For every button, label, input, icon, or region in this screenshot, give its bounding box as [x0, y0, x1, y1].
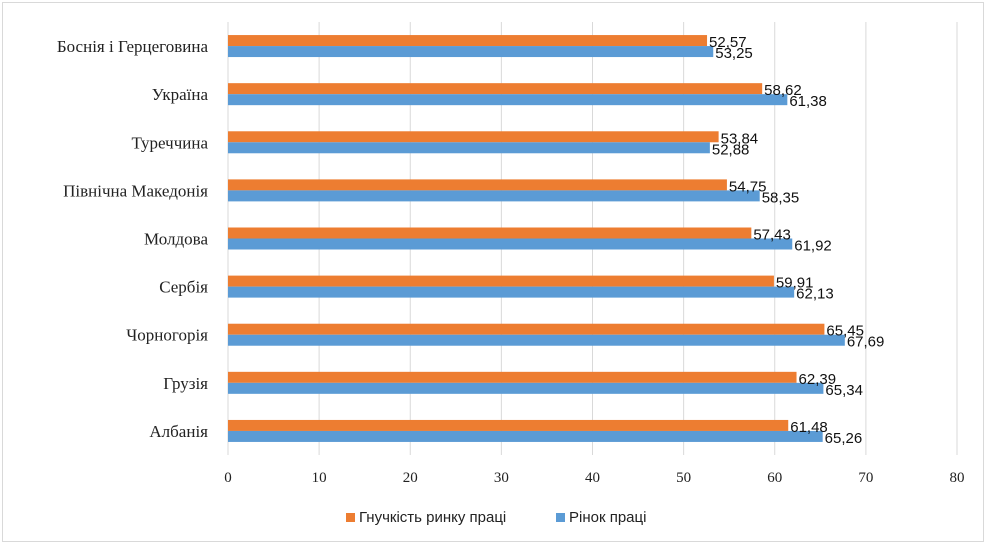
- data-label: 65,34: [825, 382, 863, 399]
- bar-labour-market: [228, 238, 793, 250]
- bar-labour-market: [228, 190, 760, 202]
- data-label: 58,35: [762, 189, 800, 206]
- category-label: Чорногорія: [126, 326, 208, 345]
- data-label: 53,25: [715, 45, 753, 62]
- bar-flexibility: [228, 419, 789, 431]
- legend-swatch-flexibility: [346, 513, 355, 522]
- bar-labour-market: [228, 94, 788, 106]
- legend: Гнучкість ринку праці Рінок праці: [346, 509, 646, 526]
- data-label: 65,45: [826, 323, 864, 340]
- x-tick-label: 30: [494, 470, 509, 486]
- bars: [228, 35, 845, 442]
- bar-flexibility: [228, 275, 774, 287]
- legend-swatch-labour-market: [556, 513, 565, 522]
- bar-labour-market: [228, 142, 710, 154]
- category-label: Туреччина: [132, 133, 209, 152]
- bar-labour-market: [228, 430, 823, 442]
- category-label: Албанія: [149, 422, 208, 441]
- bar-flexibility: [228, 179, 727, 191]
- data-label: 62,39: [799, 371, 837, 388]
- data-label: 52,57: [709, 34, 747, 51]
- x-tick-label: 80: [950, 470, 965, 486]
- x-tick-label: 10: [312, 470, 327, 486]
- data-label: 61,92: [794, 238, 832, 255]
- bar-flexibility: [228, 371, 797, 383]
- x-tick-label: 60: [767, 470, 782, 486]
- category-label: Грузія: [163, 374, 208, 393]
- legend-label-labour-market: Рінок праці: [569, 509, 646, 526]
- category-label: Сербія: [159, 278, 208, 297]
- x-tick-label: 50: [676, 470, 691, 486]
- category-label: Боснія і Герцеговина: [57, 37, 209, 56]
- bar-flexibility: [228, 83, 763, 95]
- bar-labour-market: [228, 334, 845, 346]
- category-label: Молдова: [144, 230, 208, 249]
- bar-flexibility: [228, 131, 719, 143]
- bar-flexibility: [228, 35, 708, 47]
- x-tick-label: 0: [224, 470, 232, 486]
- bar-flexibility: [228, 323, 825, 335]
- category-label: Північна Македонія: [63, 181, 208, 200]
- bar-flexibility: [228, 227, 752, 239]
- x-tick-label: 70: [858, 470, 873, 486]
- legend-label-flexibility: Гнучкість ринку праці: [359, 509, 506, 526]
- data-label: 61,48: [790, 419, 828, 436]
- x-tick-label: 40: [585, 470, 600, 486]
- data-label: 67,69: [847, 334, 885, 351]
- category-labels: Боснія і Герцеговина Україна Туреччина Півн…: [57, 37, 209, 441]
- data-label: 61,38: [789, 93, 827, 110]
- data-label: 57,43: [753, 227, 791, 244]
- x-tick-labels: 0 10 20 30 40 50 60 70 80: [224, 470, 964, 486]
- bar-labour-market: [228, 382, 824, 394]
- x-tick-label: 20: [403, 470, 418, 486]
- data-label: 52,88: [712, 141, 750, 158]
- data-label: 59,91: [776, 275, 814, 292]
- data-label: 65,26: [825, 430, 863, 447]
- data-label: 62,13: [796, 286, 834, 303]
- data-label: 58,62: [764, 82, 802, 99]
- data-label: 54,75: [729, 178, 767, 195]
- bar-labour-market: [228, 286, 795, 298]
- category-label: Україна: [152, 85, 209, 104]
- data-label: 53,84: [721, 130, 759, 147]
- bar-labour-market: [228, 46, 714, 58]
